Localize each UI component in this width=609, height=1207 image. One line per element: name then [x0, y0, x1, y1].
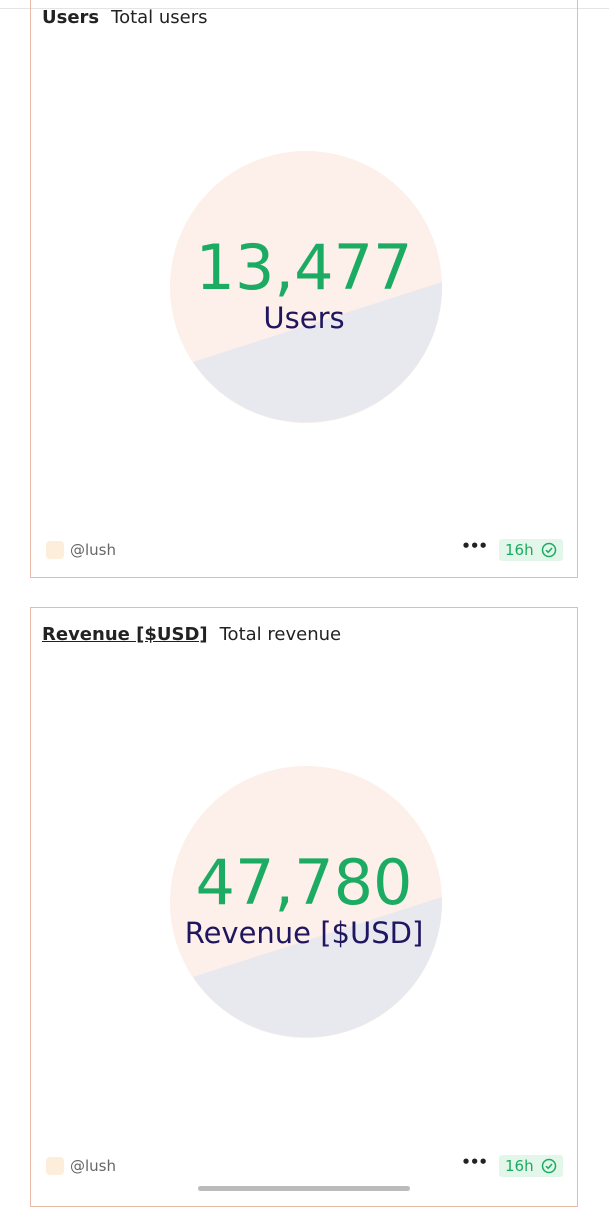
card: Users Total users 13,477 Users @lush ••• … — [30, 0, 578, 578]
card-header: Revenue [$USD] Total revenue — [42, 624, 341, 645]
metric-value: 13,477 — [195, 231, 413, 304]
author[interactable]: @lush — [70, 1157, 116, 1175]
more-button[interactable]: ••• — [461, 1153, 488, 1171]
card: Revenue [$USD] Total revenue 47,780 Reven… — [30, 607, 578, 1207]
metric-label: Users — [263, 301, 345, 335]
pie-background — [170, 151, 443, 423]
card-footer: @lush ••• 16h — [46, 537, 563, 561]
card-title[interactable]: Revenue [$USD] — [42, 624, 208, 645]
card-title[interactable]: Users — [42, 7, 100, 28]
verified-icon — [541, 542, 557, 558]
avatar — [46, 541, 64, 559]
more-button[interactable]: ••• — [461, 537, 488, 555]
card-subtitle: Total users — [111, 7, 208, 28]
metric-value: 47,780 — [195, 846, 413, 919]
card-header: Users Total users — [42, 7, 208, 28]
age: 16h — [505, 541, 534, 559]
home-indicator — [198, 1186, 410, 1191]
card-footer: @lush ••• 16h — [46, 1153, 563, 1177]
author[interactable]: @lush — [70, 541, 116, 559]
metric-label: Revenue [$USD] — [184, 916, 424, 950]
age: 16h — [505, 1157, 534, 1175]
age-badge: 16h — [499, 1155, 563, 1177]
divider — [0, 8, 609, 9]
card-subtitle: Total revenue — [219, 624, 342, 645]
pie-background — [170, 766, 443, 1038]
avatar — [46, 1157, 64, 1175]
verified-icon — [541, 1158, 557, 1174]
age-badge: 16h — [499, 539, 563, 561]
